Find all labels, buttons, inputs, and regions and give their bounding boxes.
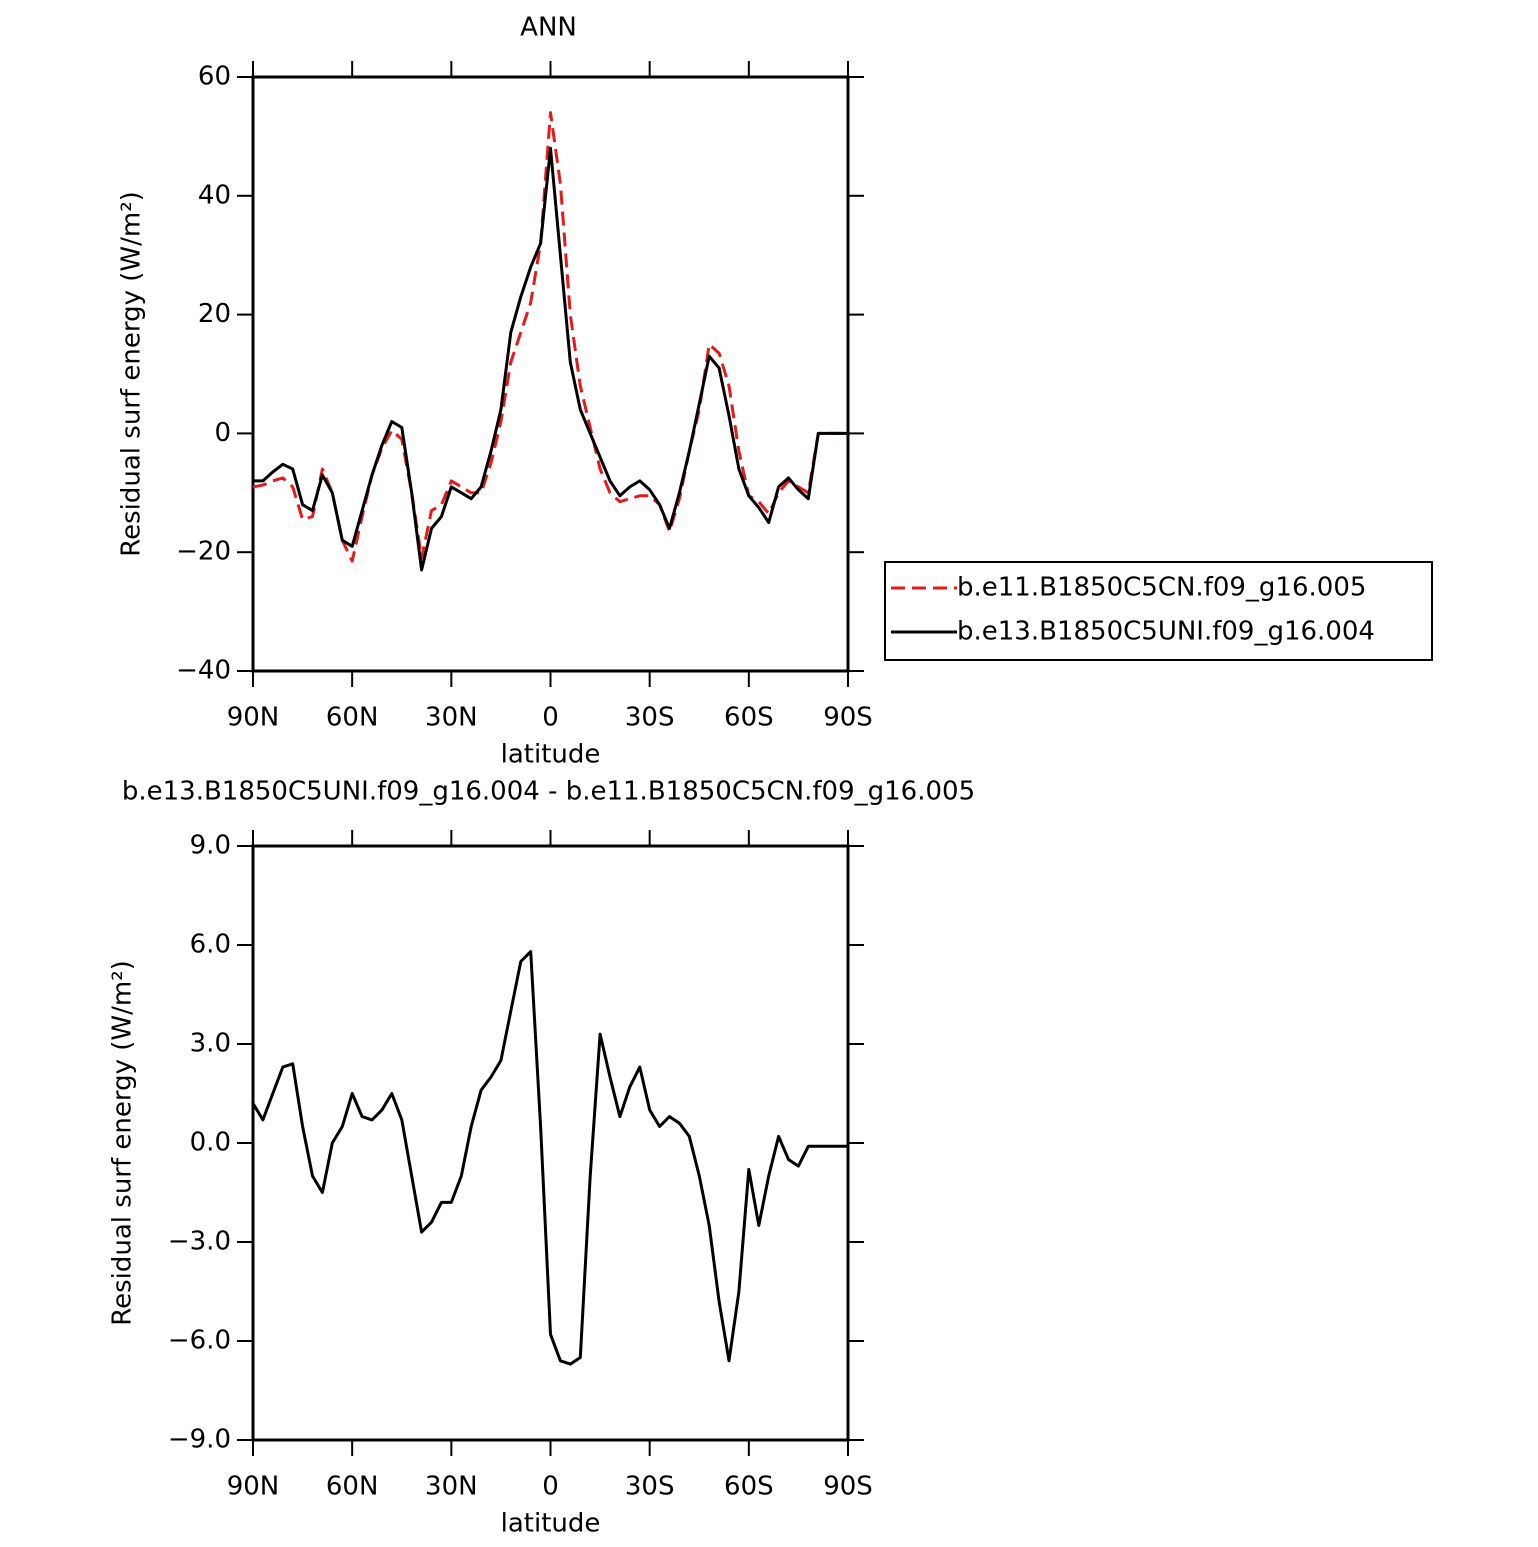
y-tick-label: 0.0	[190, 1128, 231, 1158]
y-tick-label: 40	[198, 180, 231, 210]
x-tick-label: 30N	[425, 1472, 478, 1502]
x-tick-label: 90S	[823, 703, 873, 733]
x-tick-label: 30S	[625, 1472, 675, 1502]
y-tick-label: −6.0	[168, 1326, 231, 1356]
y-tick-label: −3.0	[168, 1227, 231, 1257]
data-line	[251, 950, 848, 1366]
x-tick-label: 60N	[326, 703, 379, 733]
x-tick-label: 60S	[724, 1472, 774, 1502]
x-tick-label: 30N	[425, 703, 478, 733]
chart-title: b.e13.B1850C5UNI.f09_g16.004 - b.e11.B18…	[122, 777, 975, 807]
plot-frame	[251, 844, 850, 1442]
legend-box	[884, 561, 1433, 661]
y-tick-label: 0	[214, 418, 231, 448]
x-tick-label: 30S	[625, 703, 675, 733]
x-tick-label: 60N	[326, 1472, 379, 1502]
chart-title: ANN	[520, 13, 577, 43]
x-axis-label: latitude	[501, 740, 601, 770]
data-line	[253, 146, 848, 572]
y-tick-label: −9.0	[168, 1425, 231, 1455]
legend-label: b.e13.B1850C5UNI.f09_g16.004	[957, 617, 1375, 647]
x-tick-label: 0	[542, 1472, 559, 1502]
y-tick-label: 9.0	[190, 831, 231, 861]
plot-frame	[251, 75, 850, 673]
x-tick-label: 90S	[823, 1472, 873, 1502]
x-tick-label: 0	[542, 703, 559, 733]
y-tick-label: −40	[176, 656, 231, 686]
y-tick-label: 3.0	[190, 1029, 231, 1059]
legend-label: b.e11.B1850C5CN.f09_g16.005	[957, 573, 1366, 603]
x-axis-label: latitude	[501, 1509, 601, 1539]
y-axis-label: Residual surf energy (W/m²)	[108, 960, 138, 1326]
y-tick-label: −20	[176, 537, 231, 567]
y-tick-label: 6.0	[190, 930, 231, 960]
x-tick-label: 60S	[724, 703, 774, 733]
x-tick-label: 90N	[227, 1472, 280, 1502]
y-axis-label: Residual surf energy (W/m²)	[117, 191, 147, 557]
x-tick-label: 90N	[227, 703, 280, 733]
y-tick-label: 20	[198, 299, 231, 329]
data-line	[252, 111, 848, 563]
y-tick-label: 60	[198, 62, 231, 92]
